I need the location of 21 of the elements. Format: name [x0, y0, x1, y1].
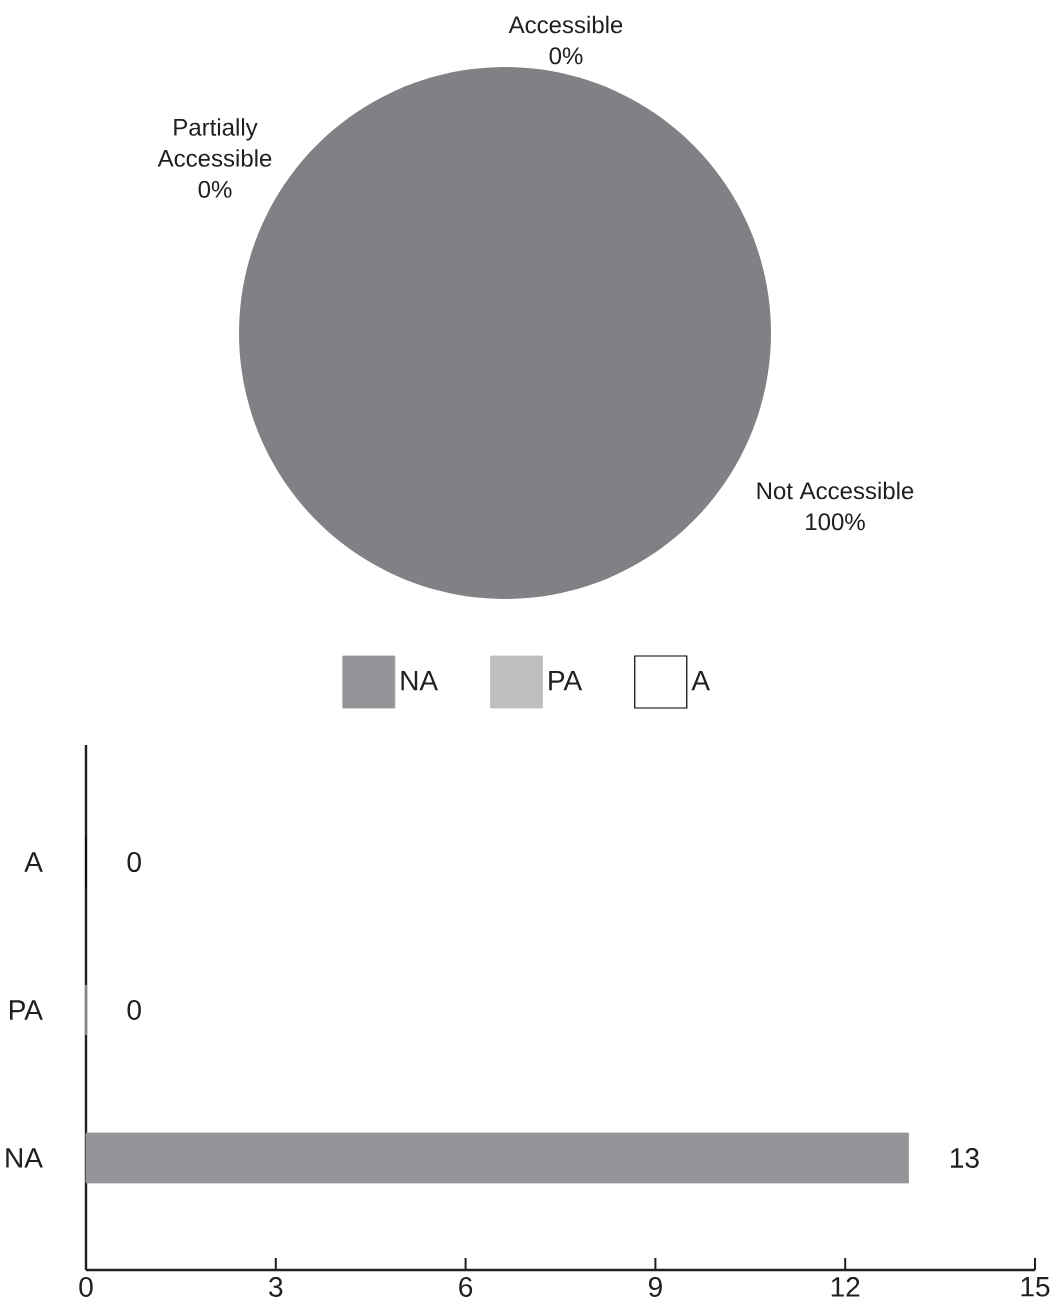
category-label: Accessible — [508, 15, 623, 34]
y-tick-label: PA — [9, 1000, 43, 1020]
x-tick-label: 6 — [459, 1277, 473, 1297]
category-label: Partially Accessible — [157, 118, 272, 167]
y-tick-label: NA — [6, 1148, 43, 1168]
x-tick-label: 15 — [1021, 1277, 1050, 1297]
y-tick-label: A — [24, 852, 43, 872]
text: 0% — [549, 47, 583, 65]
text: 0% — [198, 180, 232, 198]
x-tick-label: 3 — [269, 1277, 283, 1297]
legend-label: NA — [401, 670, 439, 691]
data-label: 0 — [127, 1000, 141, 1020]
slice-label: Not Accessible — [757, 481, 914, 500]
data-label: 13 — [950, 1148, 979, 1168]
data-label: 0 — [127, 852, 141, 872]
data-label: 100% — [806, 513, 865, 531]
x-tick-label: 9 — [648, 1277, 662, 1297]
legend-label: A — [691, 670, 711, 691]
legend-label: PA — [549, 670, 583, 691]
x-tick-label: 0 — [79, 1277, 93, 1297]
x-tick-label: 12 — [831, 1277, 860, 1297]
